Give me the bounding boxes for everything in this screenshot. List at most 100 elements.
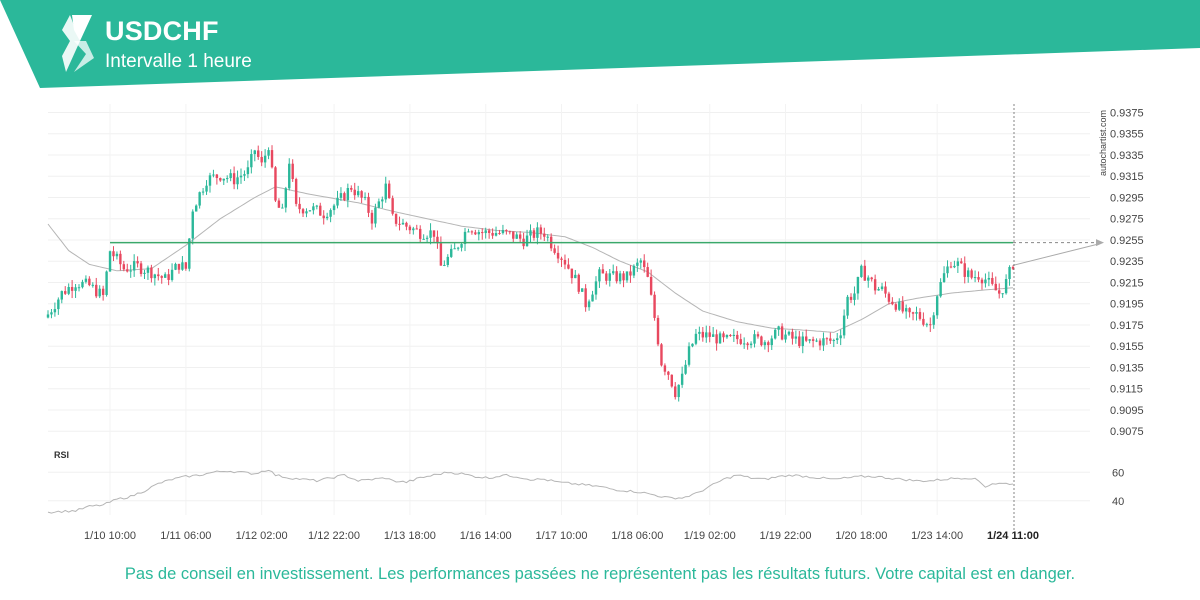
- moving-average-layer: [47, 186, 1014, 333]
- candle-up: [401, 222, 405, 225]
- candle-up: [625, 271, 629, 281]
- candle-down: [270, 150, 274, 168]
- candle-up: [198, 192, 201, 206]
- candle-down: [157, 274, 160, 277]
- price-tick-label: 0.9175: [1110, 320, 1144, 332]
- candle-down: [736, 334, 739, 340]
- candle-up: [443, 264, 446, 266]
- candle-up: [594, 281, 598, 295]
- candle-up: [288, 163, 291, 189]
- candle-down: [139, 263, 143, 274]
- candle-up: [939, 282, 942, 297]
- candle-down: [487, 230, 491, 233]
- autochartist-logo-icon: [62, 15, 94, 72]
- candle-down: [419, 228, 422, 239]
- candle-down: [656, 317, 660, 345]
- candle-down: [560, 258, 563, 260]
- candle-down: [498, 233, 501, 235]
- candle-up: [153, 274, 157, 279]
- candle-up: [773, 329, 777, 339]
- candle-down: [811, 339, 815, 341]
- candle-up: [598, 269, 601, 282]
- candle-down: [977, 277, 980, 280]
- candle-down: [805, 336, 808, 341]
- candle-up: [687, 346, 691, 365]
- candle-down: [708, 332, 711, 337]
- candle-up: [281, 207, 284, 209]
- candle-down: [177, 263, 181, 270]
- time-tick-label: 1/12 02:00: [236, 530, 288, 542]
- candle-up: [246, 167, 250, 175]
- time-tick-label: 1/23 14:00: [911, 530, 963, 542]
- price-tick-label: 0.9255: [1110, 235, 1144, 247]
- candle-up: [574, 274, 577, 279]
- candle-down: [670, 374, 674, 387]
- candle-up: [580, 288, 584, 292]
- candle-down: [1011, 266, 1015, 269]
- price-axis: 0.9375 0.9355 0.9335 0.9315 0.9295 0.9275 0.92…: [1110, 107, 1144, 438]
- candle-up: [243, 174, 246, 176]
- candle-up: [591, 294, 594, 302]
- header-banner: USDCHF Intervalle 1 heure: [0, 0, 1200, 90]
- candle-down: [849, 296, 853, 300]
- candle-up: [763, 342, 767, 346]
- candle-down: [908, 308, 911, 313]
- candle-up: [250, 154, 253, 168]
- candle-down: [622, 273, 625, 281]
- candle-down: [798, 336, 801, 347]
- time-tick-label: 1/20 18:00: [835, 530, 887, 542]
- price-chart: 0.9375 0.9355 0.9335 0.9315 0.9295 0.9275 0.92…: [46, 104, 1144, 542]
- candle-up: [446, 256, 449, 265]
- candle-down: [408, 226, 412, 231]
- candle-down: [701, 331, 705, 338]
- candle-up: [822, 338, 825, 346]
- candle-down: [360, 191, 363, 198]
- candle-down: [994, 283, 997, 291]
- candle-down: [722, 333, 725, 338]
- candle-up: [425, 237, 429, 239]
- candle-down: [398, 223, 401, 225]
- candle-down: [584, 288, 587, 308]
- candle-down: [387, 183, 391, 199]
- candle-up: [484, 230, 487, 234]
- candle-down: [215, 174, 219, 179]
- candle-down: [319, 205, 322, 216]
- candle-up: [718, 333, 722, 344]
- candle-down: [343, 193, 346, 201]
- rsi-tick-label: 60: [1112, 467, 1124, 479]
- candle-up: [339, 193, 343, 198]
- candle-down: [370, 212, 374, 224]
- candle-up: [698, 331, 701, 334]
- candle-up: [846, 296, 849, 316]
- candle-up: [463, 231, 467, 245]
- candle-down: [470, 231, 474, 233]
- candle-down: [739, 339, 742, 344]
- candle-up: [770, 338, 773, 346]
- candle-up: [325, 216, 329, 219]
- candle-up: [636, 262, 639, 266]
- time-tick-label: 1/19 02:00: [684, 530, 736, 542]
- time-tick-label: 1/10 10:00: [84, 530, 136, 542]
- candle-up: [639, 260, 642, 263]
- candle-down: [505, 230, 508, 232]
- candle-up: [98, 288, 101, 297]
- candle-up: [201, 191, 205, 193]
- candle-up: [377, 201, 381, 208]
- candle-down: [991, 277, 994, 284]
- candle-down: [922, 318, 925, 325]
- price-tick-label: 0.9135: [1110, 362, 1144, 374]
- candle-down: [660, 344, 663, 366]
- candle-up: [77, 287, 81, 289]
- candle-up: [832, 340, 835, 342]
- candle-down: [543, 233, 546, 237]
- candle-up: [346, 187, 350, 201]
- candle-up: [453, 248, 456, 250]
- price-tick-label: 0.9215: [1110, 277, 1144, 289]
- candle-up: [784, 334, 787, 340]
- candle-down: [136, 261, 139, 264]
- candle-up: [105, 271, 108, 295]
- candle-up: [81, 281, 84, 288]
- candle-down: [119, 253, 122, 265]
- candle-down: [918, 312, 922, 319]
- candle-up: [839, 335, 842, 339]
